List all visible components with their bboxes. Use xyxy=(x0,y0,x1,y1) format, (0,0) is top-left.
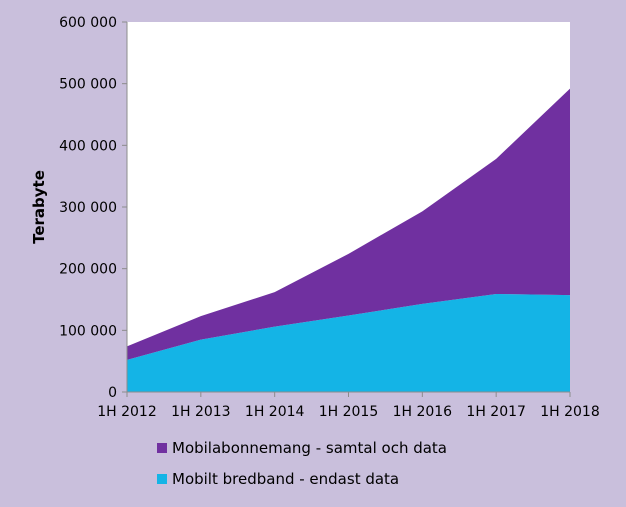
y-tick-label: 0 xyxy=(108,385,117,401)
area-series-2 xyxy=(127,88,570,360)
x-tick-label: 1H 2018 xyxy=(540,404,600,420)
x-tick-label: 1H 2015 xyxy=(319,404,379,420)
y-tick-label: 100 000 xyxy=(59,323,117,339)
area-series-group xyxy=(127,88,570,392)
x-tick-label: 1H 2013 xyxy=(171,404,231,420)
x-tick-label: 1H 2014 xyxy=(245,404,305,420)
x-axis: 1H 2012 1H 2013 1H 2014 1H 2015 1H 2016 1H 20… xyxy=(97,391,600,420)
x-tick-label: 1H 2017 xyxy=(466,404,526,420)
y-axis: 0 100 000 200 000 300 000 400 000 500 000 600 … xyxy=(59,15,128,401)
y-tick-label: 200 000 xyxy=(59,262,117,278)
area-series-1 xyxy=(127,293,570,392)
legend-label: Mobilt bredband - endast data xyxy=(172,470,399,488)
x-tick-label: 1H 2012 xyxy=(97,404,157,420)
y-tick-label: 600 000 xyxy=(59,15,117,31)
legend-swatch xyxy=(157,443,167,453)
legend-label: Mobilabonnemang - samtal och data xyxy=(172,439,447,457)
legend: Mobilabonnemang - samtal och data Mobilt … xyxy=(157,439,447,488)
x-tick-label: 1H 2016 xyxy=(393,404,453,420)
y-tick-label: 500 000 xyxy=(59,77,117,93)
legend-swatch xyxy=(157,474,167,484)
y-tick-label: 300 000 xyxy=(59,200,117,216)
y-tick-label: 400 000 xyxy=(59,138,117,154)
y-axis-title: Terabyte xyxy=(30,170,48,244)
